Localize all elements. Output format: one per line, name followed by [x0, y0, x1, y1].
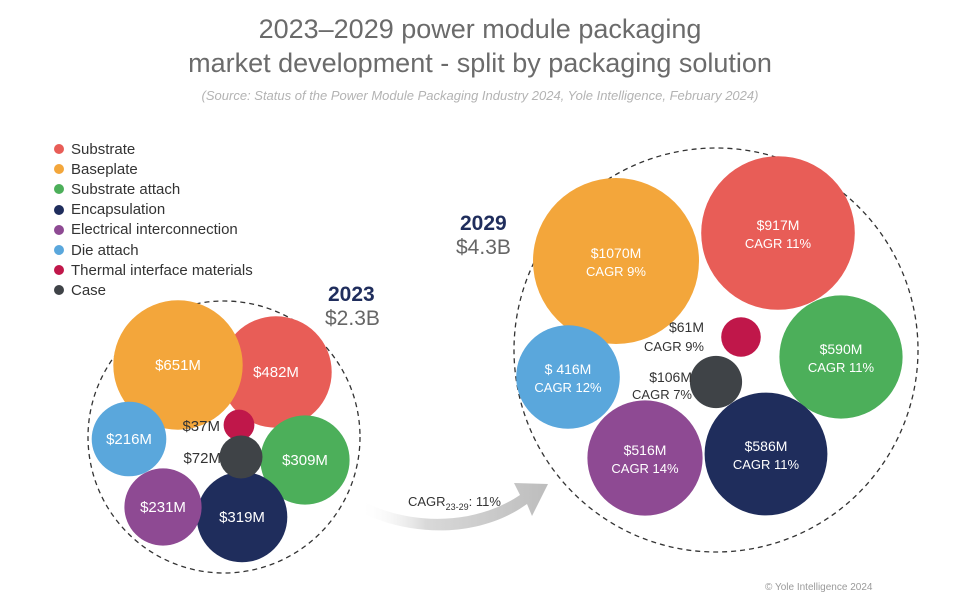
bubble-2023-case [219, 435, 263, 479]
bubble-cagr-label: CAGR 9% [644, 339, 704, 354]
legend-item: Electrical interconnection [54, 220, 253, 240]
bubble-2029-die-attach [516, 325, 620, 429]
legend-label: Baseplate [71, 160, 138, 178]
legend-item: Thermal interface materials [54, 260, 253, 280]
legend-swatch [54, 245, 64, 256]
bubble-cagr-label: CAGR 9% [586, 264, 646, 279]
legend-item: Case [54, 280, 253, 300]
bubble-2029-substrate [701, 156, 855, 310]
bubble-2029-baseplate [533, 178, 699, 344]
legend-item: Substrate [54, 139, 253, 159]
bubble-value-label: $309M [282, 452, 328, 469]
bubble-cagr-label: CAGR 11% [733, 457, 800, 472]
bubble-value-label: $216M [106, 431, 152, 448]
year-label-2023: 2023 [328, 283, 375, 306]
legend-swatch [54, 224, 64, 235]
copyright: © Yole Intelligence 2024 [765, 582, 873, 593]
legend-item: Die attach [54, 240, 253, 260]
bubble-value-label: $ 416M [545, 361, 592, 377]
group-outline-2023 [87, 300, 361, 574]
legend-swatch [54, 204, 64, 215]
total-label-2023: $2.3B [325, 307, 380, 330]
bubble-value-label: $72M [183, 450, 221, 467]
growth-arrow [360, 483, 548, 531]
group-outline-2029 [513, 147, 919, 553]
legend-label: Encapsulation [71, 201, 166, 219]
bubble-value-label: $516M [624, 442, 667, 458]
legend-item: Baseplate [54, 159, 253, 179]
legend-label: Die attach [71, 241, 139, 259]
legend-item: Substrate attach [54, 179, 253, 199]
bubble-value-label: $651M [155, 357, 201, 374]
bubble-value-label: $231M [140, 499, 186, 516]
bubble-2023-thermal-interface-materials [223, 409, 255, 441]
legend-item: Encapsulation [54, 200, 253, 220]
bubble-cagr-label: CAGR 14% [611, 461, 679, 476]
bubble-2023-electrical-interconnection [124, 468, 202, 546]
bubble-value-label: $1070M [591, 245, 642, 261]
bubble-2029-electrical-interconnection [587, 400, 703, 516]
bubble-2029-thermal-interface-materials [721, 317, 761, 357]
bubble-cagr-label: CAGR 12% [534, 380, 602, 395]
bubble-cagr-label: CAGR 7% [632, 387, 692, 402]
bubble-2023-substrate-attach [260, 415, 350, 505]
chart-title-line-1: 2023–2029 power module packaging [258, 14, 702, 44]
bubble-value-label: $586M [745, 438, 788, 454]
bubble-2023-substrate [220, 316, 332, 428]
bubble-value-label: $319M [219, 509, 265, 526]
bubble-2029-encapsulation [704, 392, 828, 516]
year-label-2029: 2029 [460, 212, 507, 235]
bubble-value-label: $917M [757, 217, 800, 233]
legend-label: Case [71, 281, 107, 299]
growth-arrow-label: CAGR23-29: 11% [408, 494, 501, 512]
bubble-2029-substrate-attach [779, 295, 903, 419]
bubble-value-label: $590M [820, 341, 863, 357]
legend-label: Thermal interface materials [71, 261, 253, 279]
bubble-2029-case [689, 355, 743, 409]
legend-swatch [54, 184, 64, 195]
legend: Substrate Baseplate Substrate attach Encaps… [54, 139, 253, 301]
bubble-cagr-label: CAGR 11% [808, 360, 875, 375]
bubble-value-label: $37M [182, 418, 220, 435]
legend-label: Substrate attach [71, 180, 181, 198]
bubble-2023-encapsulation [196, 471, 288, 563]
bubble-value-label: $106M [649, 369, 692, 385]
legend-swatch [54, 285, 64, 296]
chart-source: (Source: Status of the Power Module Pack… [201, 88, 759, 103]
legend-swatch [54, 265, 64, 276]
legend-label: Substrate [71, 140, 136, 158]
legend-label: Electrical interconnection [71, 221, 238, 239]
bubble-2023-baseplate [113, 300, 243, 430]
bubble-value-label: $482M [253, 364, 299, 381]
bubble-value-label: $61M [669, 319, 704, 335]
legend-swatch [54, 164, 64, 175]
legend-swatch [54, 144, 64, 155]
total-label-2029: $4.3B [456, 236, 511, 259]
chart-title-line-2: market development - split by packaging … [188, 48, 772, 78]
bubble-cagr-label: CAGR 11% [745, 236, 812, 251]
bubble-2023-die-attach [91, 401, 167, 477]
